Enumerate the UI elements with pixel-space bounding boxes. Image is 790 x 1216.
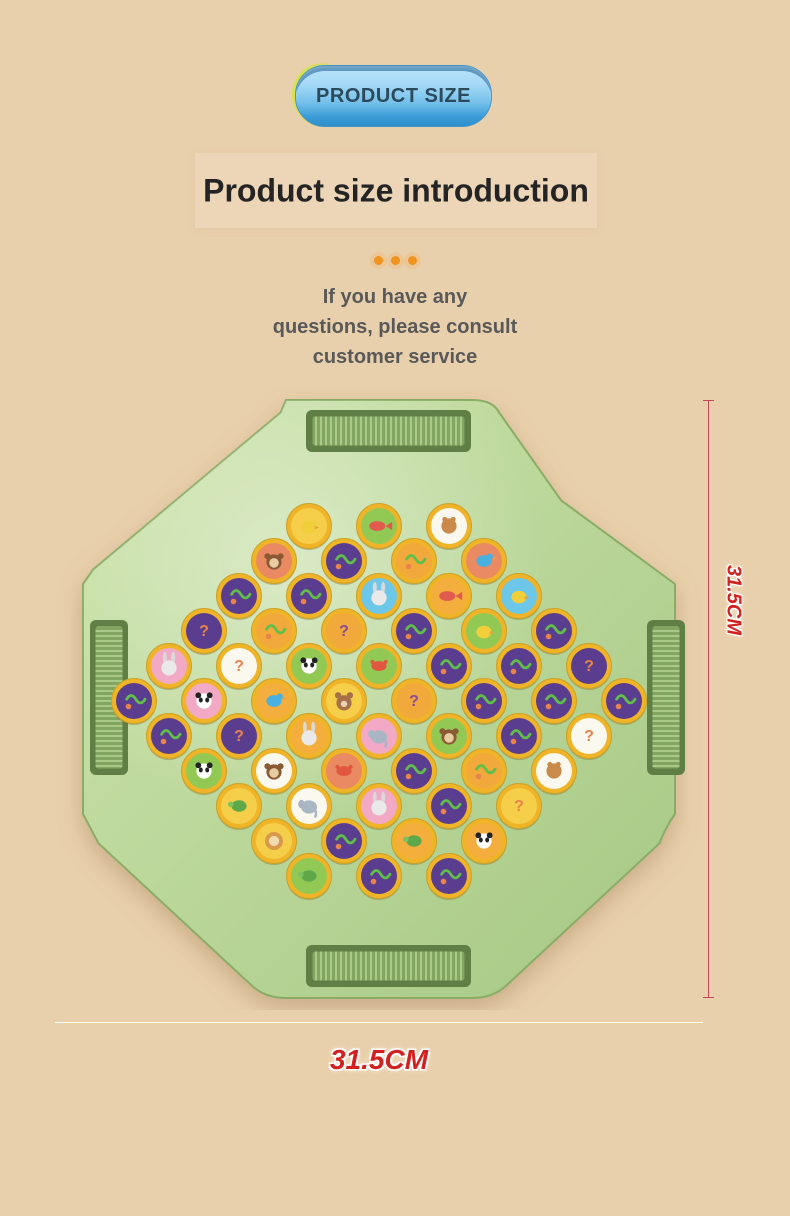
- svg-text:?: ?: [234, 658, 244, 675]
- svg-text:?: ?: [584, 728, 594, 745]
- svg-text:?: ?: [409, 693, 419, 710]
- svg-text:?: ?: [514, 798, 524, 815]
- svg-text:?: ?: [584, 658, 594, 675]
- svg-text:?: ?: [199, 623, 209, 640]
- svg-text:?: ?: [339, 623, 349, 640]
- svg-text:?: ?: [234, 728, 244, 745]
